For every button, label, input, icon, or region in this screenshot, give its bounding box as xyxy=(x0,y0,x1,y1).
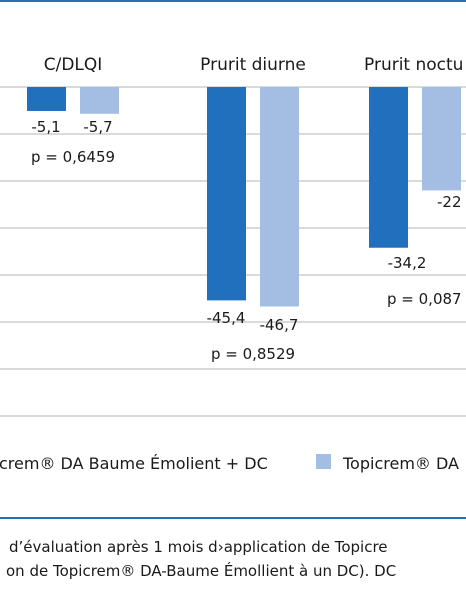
p-value-label: p = 0,8529 xyxy=(211,345,295,363)
value-labels: -5,1 -5,7 -45,4 -46,7 -34,2 -22 xyxy=(31,118,461,334)
value-label: -22 xyxy=(437,193,462,211)
value-label: -5,7 xyxy=(83,118,112,136)
value-label: -5,1 xyxy=(31,118,60,136)
category-label: Prurit noctu xyxy=(364,55,463,75)
caption-line-2: on de Topicrem® DA-Baume Émollient à un … xyxy=(6,562,397,580)
bar-series-2-1 xyxy=(80,87,119,114)
p-values: p = 0,6459 p = 0,8529 p = 0,087 xyxy=(31,148,462,363)
legend: crem® DA Baume Émolient + DC Topicrem® D… xyxy=(0,454,459,473)
p-value-label: p = 0,087 xyxy=(387,290,462,308)
legend-label-series-1: crem® DA Baume Émolient + DC xyxy=(0,454,268,473)
bars xyxy=(27,87,461,307)
caption-line-1: d’évaluation après 1 mois d›application … xyxy=(9,538,388,556)
value-label: -45,4 xyxy=(207,309,246,327)
bar-series-1-1 xyxy=(27,87,66,111)
bar-series-2-2 xyxy=(260,87,299,307)
category-labels: C/DLQI Prurit diurne Prurit noctu xyxy=(44,55,464,75)
bottom-frame-line xyxy=(0,517,466,519)
p-value-label: p = 0,6459 xyxy=(31,148,115,166)
legend-label-series-2: Topicrem® DA xyxy=(342,454,459,473)
bar-chart: C/DLQI Prurit diurne Prurit noctu -5,1 -… xyxy=(0,55,466,473)
category-label: C/DLQI xyxy=(44,55,103,75)
value-label: -46,7 xyxy=(260,316,299,334)
legend-swatch-series-2 xyxy=(316,454,331,469)
value-label: -34,2 xyxy=(388,254,427,272)
bar-series-1-3 xyxy=(369,87,408,248)
category-label: Prurit diurne xyxy=(200,55,306,75)
bar-series-2-3 xyxy=(422,87,461,191)
top-frame-line xyxy=(0,0,466,2)
bar-series-1-2 xyxy=(207,87,246,301)
